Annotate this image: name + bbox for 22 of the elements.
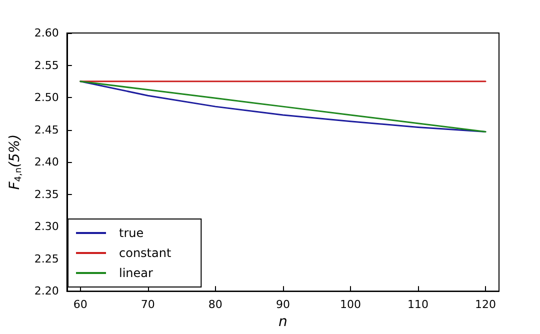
y-tick-label: 2.20: [34, 284, 59, 298]
x-tick-label: 70: [140, 298, 155, 312]
y-tick-label: 2.25: [34, 252, 59, 266]
x-axis-title: n: [278, 314, 288, 330]
x-tick-label: 60: [73, 298, 88, 312]
y-tick-label: 2.50: [34, 91, 59, 104]
y-tick-label: 2.30: [34, 220, 59, 234]
y-tick-label: 2.45: [34, 123, 59, 136]
x-tick-label: 80: [208, 298, 222, 312]
y-tick-label: 2.35: [34, 188, 59, 201]
line-series: [80, 80, 486, 132]
y-axis-title: F4,n(5%): [7, 134, 24, 190]
y-tick-label: 2.60: [34, 26, 59, 40]
x-tick-label: 120: [474, 298, 496, 312]
x-tick-label: 90: [276, 298, 290, 312]
legend-label: constant: [119, 246, 172, 260]
y-tick-label: 2.40: [34, 156, 59, 169]
x-tick-label: 110: [407, 298, 428, 312]
y-tick-label: 2.55: [34, 58, 59, 72]
legend-label: true: [119, 226, 144, 240]
x-tick-label: 100: [340, 298, 361, 312]
legend-label: linear: [119, 266, 154, 280]
